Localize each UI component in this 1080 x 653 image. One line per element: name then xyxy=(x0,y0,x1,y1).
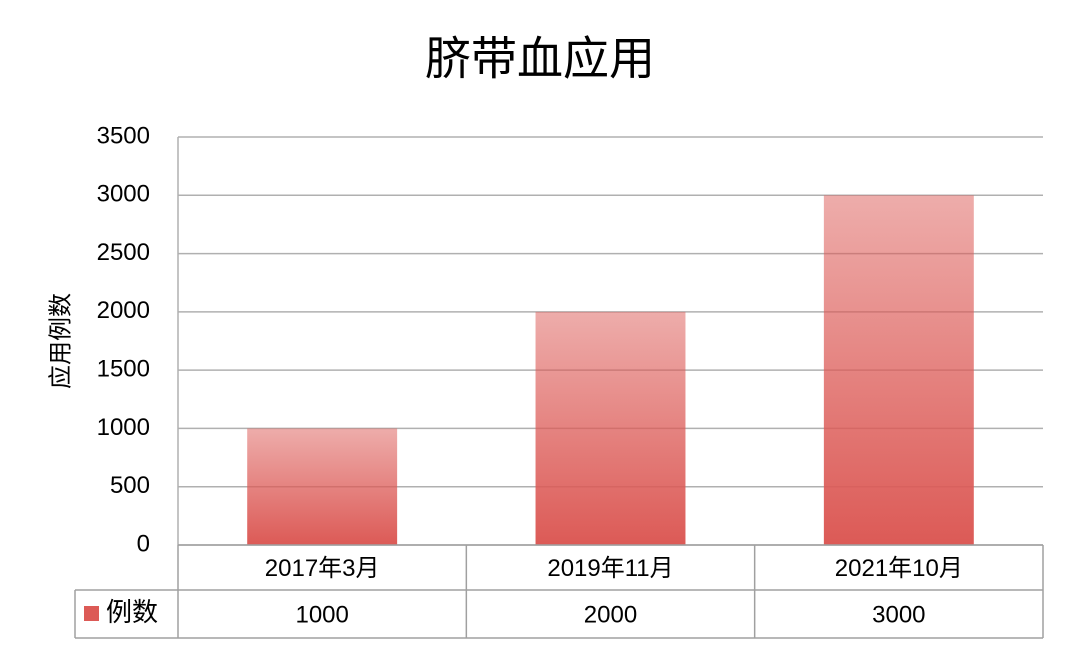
y-tick-label: 3500 xyxy=(97,122,150,149)
table-value: 1000 xyxy=(295,601,348,628)
x-tick-label: 2021年10月 xyxy=(835,555,963,582)
legend-swatch xyxy=(84,606,99,621)
y-tick-label: 500 xyxy=(110,472,150,499)
bar xyxy=(535,311,686,545)
chart-title: 脐带血应用 xyxy=(425,34,655,85)
table-border xyxy=(74,544,1044,639)
bar xyxy=(823,195,974,546)
y-tick-label: 2500 xyxy=(97,239,150,266)
y-tick-label: 2000 xyxy=(97,297,150,324)
table-value: 2000 xyxy=(584,601,637,628)
bar xyxy=(247,428,398,545)
y-tick-label: 3000 xyxy=(97,181,150,208)
x-tick-label: 2019年11月 xyxy=(547,555,673,582)
table-value: 3000 xyxy=(872,601,925,628)
legend-label: 例数 xyxy=(106,597,158,627)
x-tick-label: 2017年3月 xyxy=(265,555,380,582)
y-tick-label: 1000 xyxy=(97,414,150,441)
y-axis-label: 应用例数 xyxy=(47,293,74,389)
y-tick-label: 0 xyxy=(137,530,150,557)
y-tick-label: 1500 xyxy=(97,355,150,382)
